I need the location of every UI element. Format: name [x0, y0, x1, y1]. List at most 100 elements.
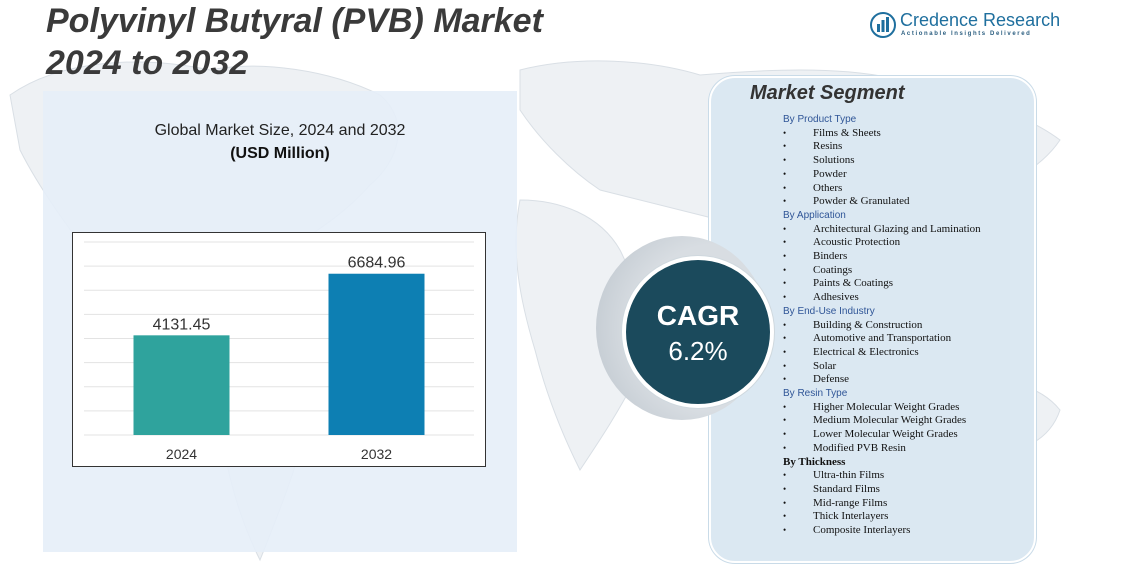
bullet-icon: • [783, 429, 787, 440]
segment-item-label: Binders [813, 250, 848, 263]
page-title: Polyvinyl Butyral (PVB) Market 2024 to 2… [46, 0, 543, 84]
bullet-icon: • [783, 415, 787, 426]
segment-item: • Medium Molecular Weight Grades [783, 414, 1033, 428]
bullet-icon: • [783, 237, 787, 248]
bullet-icon: • [783, 251, 787, 262]
bullet-icon: • [783, 401, 787, 412]
segment-item: • Powder & Granulated [783, 195, 1033, 209]
page-title-line1: Polyvinyl Butyral (PVB) Market [46, 2, 543, 40]
segment-item: • Modified PVB Resin [783, 442, 1033, 456]
segment-item: • Solutions [783, 154, 1033, 168]
segment-item-label: Ultra-thin Films [813, 469, 885, 482]
bullet-icon: • [783, 292, 787, 303]
bullet-icon: • [783, 319, 787, 330]
segment-item: • Acoustic Protection [783, 236, 1033, 250]
segment-item-label: Coatings [813, 263, 853, 276]
bullet-icon: • [783, 483, 787, 494]
market-segment-title: Market Segment [750, 82, 905, 104]
segment-item: • Ultra-thin Films [783, 469, 1033, 483]
bar-chart-logo-icon [870, 12, 896, 38]
segment-item: • Automotive and Transportation [783, 332, 1033, 346]
bullet-icon: • [783, 442, 787, 453]
segment-item-label: Others [813, 181, 843, 194]
segment-item-label: Solutions [813, 154, 855, 167]
segment-item: • Defense [783, 373, 1033, 387]
bullet-icon: • [783, 155, 787, 166]
segment-item-label: Composite Interlayers [813, 524, 911, 537]
segment-item-label: Thick Interlayers [813, 510, 889, 523]
segment-item-label: Lower Molecular Weight Grades [813, 428, 958, 441]
segment-item-label: Standard Films [813, 482, 880, 495]
bullet-icon: • [783, 525, 787, 536]
segment-item: • Coatings [783, 264, 1033, 278]
segment-item-label: Medium Molecular Weight Grades [813, 414, 967, 427]
segment-item-label: Powder [813, 167, 847, 180]
page-title-line2: 2024 to 2032 [46, 44, 249, 82]
segment-item: • Building & Construction [783, 319, 1033, 333]
x-tick-label: 2024 [166, 446, 197, 462]
chart-title: Global Market Size, 2024 and 2032 [154, 122, 406, 139]
segment-item: • Architectural Glazing and Lamination [783, 223, 1033, 237]
bullet-icon: • [783, 333, 787, 344]
segment-item-label: Mid-range Films [813, 496, 888, 509]
segment-item: • Binders [783, 250, 1033, 264]
segment-item: • Electrical & Electronics [783, 346, 1033, 360]
segment-item-label: Acoustic Protection [813, 236, 901, 249]
segment-item-label: Higher Molecular Weight Grades [813, 400, 960, 413]
bullet-icon: • [783, 168, 787, 179]
segment-item: • Solar [783, 360, 1033, 374]
bullet-icon: • [783, 511, 787, 522]
segment-item-label: Powder & Granulated [813, 195, 910, 208]
cagr-badge: CAGR 6.2% [622, 256, 774, 408]
bullet-icon: • [783, 196, 787, 207]
chart-subtitle: (USD Million) [230, 145, 330, 162]
bar-value-label: 6684.96 [348, 255, 406, 272]
segment-item-label: Defense [813, 373, 850, 386]
segment-item: • Thick Interlayers [783, 510, 1033, 524]
segment-item: • Composite Interlayers [783, 524, 1033, 538]
bar-2024 [133, 335, 230, 435]
brand-tagline: Actionable Insights Delivered [901, 31, 1032, 37]
bullet-icon: • [783, 374, 787, 385]
segment-item-label: Adhesives [813, 291, 859, 304]
bullet-icon: • [783, 470, 787, 481]
segment-item-label: Automotive and Transportation [813, 332, 952, 345]
segment-item: • Higher Molecular Weight Grades [783, 401, 1033, 415]
bar-chart: 4131.45 2024 6684.96 2032 [84, 241, 474, 462]
market-segment-list: By Product Type • Films & Sheets • Resins • So… [783, 113, 1033, 538]
segment-heading: By Product Type [783, 114, 857, 125]
segment-item-label: Resins [813, 140, 843, 153]
segment-item: • Adhesives [783, 291, 1033, 305]
segment-item: • Lower Molecular Weight Grades [783, 428, 1033, 442]
brand-logo[interactable]: Credence Research Actionable Insights De… [870, 10, 1060, 42]
segment-item: • Films & Sheets [783, 127, 1033, 141]
x-tick-label: 2032 [361, 446, 392, 462]
bullet-icon: • [783, 264, 787, 275]
bullet-icon: • [783, 127, 787, 138]
segment-item-label: Building & Construction [813, 318, 923, 331]
segment-heading: By Resin Type [783, 388, 848, 400]
segment-item-label: Electrical & Electronics [813, 345, 919, 358]
segment-item-label: Paints & Coatings [813, 277, 894, 290]
segment-item-label: Solar [813, 359, 837, 372]
segment-heading: By Thickness [783, 455, 846, 468]
segment-item: • Others [783, 182, 1033, 196]
segment-item-label: Modified PVB Resin [813, 441, 906, 454]
bullet-icon: • [783, 223, 787, 234]
cagr-label: CAGR [656, 300, 740, 331]
bullet-icon: • [783, 497, 787, 508]
segment-item: • Standard Films [783, 483, 1033, 497]
bullet-icon: • [783, 141, 787, 152]
segment-item: • Paints & Coatings [783, 277, 1033, 291]
bullet-icon: • [783, 278, 787, 289]
segment-item-label: Architectural Glazing and Lamination [813, 222, 981, 235]
bullet-icon: • [783, 182, 787, 193]
segment-item-label: Films & Sheets [813, 126, 881, 139]
segment-item: • Resins [783, 140, 1033, 154]
bullet-icon: • [783, 346, 787, 357]
segment-item: • Mid-range Films [783, 497, 1033, 511]
segment-item: • Powder [783, 168, 1033, 182]
segment-heading: By Application [783, 209, 846, 221]
brand-name: Credence Research [900, 10, 1061, 30]
bullet-icon: • [783, 360, 787, 371]
